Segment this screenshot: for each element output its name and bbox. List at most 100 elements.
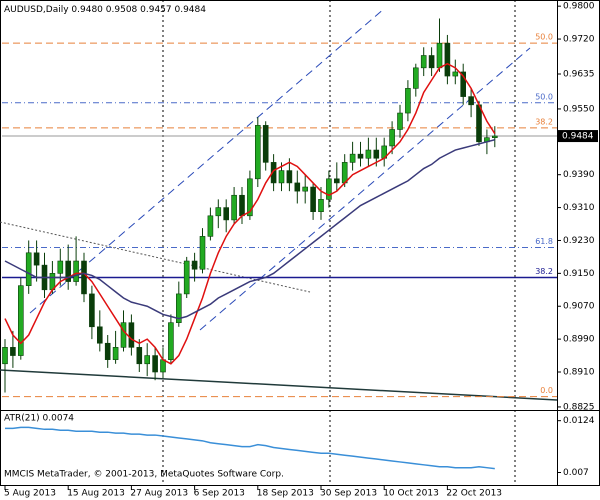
- candle-body: [65, 260, 71, 282]
- candle-body: [460, 71, 467, 97]
- candle-body: [444, 42, 451, 77]
- candle-body: [144, 355, 150, 365]
- x-tick-label: 6 Sep 2013: [194, 489, 245, 499]
- y-tick-label: 0.9800: [563, 2, 595, 12]
- candle-body: [373, 149, 380, 159]
- y-tick-label: 0.9310: [563, 203, 595, 213]
- candle-body: [397, 112, 403, 130]
- candle-body: [10, 347, 16, 356]
- candle-body: [57, 260, 64, 274]
- candle-body: [326, 178, 332, 200]
- candle-body: [128, 322, 135, 348]
- x-tick-label: 10 Oct 2013: [383, 489, 439, 499]
- candle-body: [349, 153, 356, 163]
- y-tick-label: 0.9230: [563, 236, 595, 246]
- candle-body: [294, 182, 301, 192]
- candle-body: [365, 149, 372, 159]
- x-tick-label: 22 Oct 2013: [446, 489, 502, 499]
- candle-body: [17, 285, 24, 356]
- symbol-title: AUDUSD,Daily 0.9480 0.9508 0.9457 0.9484: [4, 5, 206, 15]
- fib-label: 50.0: [535, 33, 553, 42]
- y-tick-label: 0.8825: [563, 402, 595, 412]
- y-tick-label: 0.8910: [563, 368, 595, 378]
- candle-body: [207, 215, 214, 237]
- plot-layer: [0, 0, 558, 486]
- fib-label: 61.8: [535, 237, 553, 246]
- candle-body: [333, 178, 340, 184]
- y-tick-label: 0.8990: [563, 335, 595, 345]
- x-tick-label: 18 Sep 2013: [257, 489, 314, 499]
- channel-line: [199, 47, 531, 331]
- indicator-title: ATR(21) 0.0074: [4, 414, 74, 424]
- candle-body: [25, 252, 32, 286]
- candle-body: [183, 260, 190, 295]
- candle-body: [199, 236, 206, 270]
- candle-body: [239, 194, 245, 217]
- channel-line: [29, 7, 386, 314]
- candle-body: [2, 347, 8, 365]
- ohlc-values: 0.9480 0.9508 0.9457 0.9484: [71, 5, 206, 15]
- candle-body: [278, 170, 285, 184]
- candle-body: [270, 162, 277, 184]
- fib-label: 38.2: [535, 117, 553, 126]
- candle-body: [286, 170, 293, 184]
- candle-body: [191, 260, 198, 270]
- candle-body: [405, 88, 411, 114]
- trend-line: [0, 369, 558, 401]
- y-tick-label: 0.9550: [563, 104, 595, 114]
- trend-line: [0, 221, 311, 293]
- copyright: MMCIS MetaTrader, © 2001-2013, MetaQuote…: [4, 470, 284, 480]
- candle-body: [168, 322, 174, 360]
- fib-label: 50.0: [535, 92, 553, 101]
- x-tick-label: 30 Sep 2013: [320, 489, 377, 499]
- moving-average: [4, 62, 496, 365]
- candle-body: [104, 342, 111, 360]
- y-tick-label: 0.007: [563, 468, 589, 478]
- candle-body: [33, 252, 40, 266]
- candle-body: [428, 55, 435, 69]
- candle-body: [223, 207, 229, 221]
- candle-body: [112, 347, 119, 360]
- candle-body: [136, 347, 143, 365]
- y-tick-label: 0.9150: [563, 269, 595, 279]
- moving-average: [4, 139, 495, 320]
- candle-body: [389, 129, 395, 147]
- y-tick-label: 0.9390: [563, 170, 595, 180]
- fib-label: 0.0: [540, 386, 553, 395]
- y-tick-label: 0.9070: [563, 302, 595, 312]
- y-tick-label: 0.9635: [563, 69, 595, 79]
- candle-body: [89, 293, 95, 328]
- candle-body: [262, 125, 269, 163]
- indicator-line: [5, 426, 495, 470]
- candle-body: [468, 96, 474, 106]
- x-tick-label: 27 Aug 2013: [130, 489, 188, 499]
- candle-body: [81, 260, 87, 295]
- candle-body: [231, 194, 237, 221]
- candle-body: [310, 186, 316, 212]
- candle-body: [247, 178, 253, 217]
- symbol: AUDUSD,Daily: [4, 5, 69, 15]
- candle-body: [452, 71, 459, 77]
- candle-body: [476, 104, 482, 143]
- candle-body: [97, 326, 103, 344]
- y-tick-label: 0.0124: [563, 416, 595, 426]
- candle-body: [357, 153, 364, 159]
- candle-body: [152, 355, 158, 373]
- candle-body: [412, 67, 419, 89]
- y-tick-label: 0.9720: [563, 35, 595, 45]
- candle-body: [491, 135, 498, 139]
- candle-body: [73, 260, 79, 282]
- candle-body: [302, 186, 309, 192]
- x-tick-label: 15 Aug 2013: [67, 489, 125, 499]
- fib-label: 38.2: [535, 267, 553, 276]
- x-tick-label: 5 Aug 2013: [4, 489, 56, 499]
- candle-body: [160, 359, 166, 373]
- last-price-box: [558, 130, 598, 143]
- last-price-label: 0.9484: [562, 132, 594, 142]
- candle-body: [176, 293, 182, 323]
- candle-body: [215, 207, 222, 217]
- candle-body: [341, 162, 348, 184]
- candle-body: [120, 322, 127, 348]
